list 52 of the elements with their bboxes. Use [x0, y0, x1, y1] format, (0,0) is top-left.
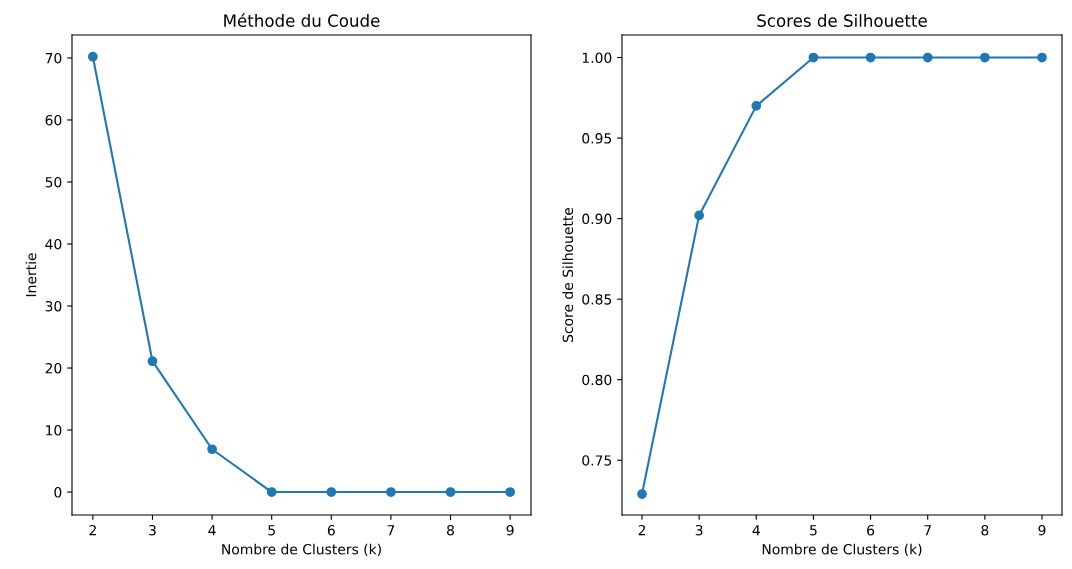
- y-axis-title: Score de Silhouette: [562, 207, 574, 342]
- point: [147, 356, 158, 367]
- point: [386, 487, 396, 497]
- x-tick-label: 6: [867, 524, 875, 536]
- y-tick-label: 1.00: [582, 52, 612, 64]
- y-tick-label: 0: [54, 487, 62, 498]
- x-tick-label: 2: [638, 524, 646, 536]
- y-tick-label: 70: [45, 52, 62, 64]
- x-tick-label: 2: [89, 524, 96, 536]
- point: [808, 52, 819, 63]
- x-tick-label: 9: [506, 524, 514, 536]
- y-tick-label: 0.95: [582, 133, 612, 144]
- point: [445, 487, 456, 497]
- y-axis-title: Inertie: [25, 253, 37, 297]
- x-tick-label: 7: [924, 525, 931, 536]
- x-axis-title: Nombre de Clusters (k): [222, 543, 381, 557]
- chart-title: Méthode du Coude: [224, 13, 380, 27]
- y-tick-label: 0.80: [582, 374, 612, 386]
- point: [266, 487, 277, 497]
- y-tick-label: 0.85: [582, 294, 612, 305]
- x-tick-label: 8: [981, 524, 989, 536]
- x-tick-label: 9: [1038, 524, 1046, 536]
- y-tick-label: 20: [45, 362, 62, 374]
- point: [505, 487, 515, 497]
- point: [922, 52, 933, 63]
- point: [637, 489, 647, 499]
- y-tick-label: 30: [45, 300, 62, 312]
- x-tick-label: 4: [752, 525, 760, 536]
- point: [751, 101, 762, 111]
- x-tick-label: 5: [268, 525, 275, 536]
- y-tick-label: 40: [45, 238, 62, 250]
- x-tick-label: 5: [810, 525, 817, 536]
- y-tick-label: 60: [45, 114, 62, 126]
- x-tick-label: 6: [327, 524, 335, 536]
- x-tick-label: 3: [149, 524, 156, 536]
- point: [1037, 52, 1047, 63]
- y-tick-label: 50: [45, 176, 62, 188]
- chart-title: Scores de Silhouette: [757, 14, 927, 27]
- point: [326, 487, 337, 497]
- y-tick-label: 0.75: [582, 455, 612, 466]
- y-tick-label: 10: [46, 425, 62, 436]
- point: [979, 52, 990, 63]
- x-tick-label: 4: [208, 525, 216, 536]
- point: [694, 210, 705, 221]
- x-tick-label: 3: [695, 524, 703, 536]
- point: [865, 52, 876, 63]
- y-tick-label: 0.90: [582, 213, 612, 225]
- point: [207, 444, 217, 455]
- point: [88, 51, 98, 62]
- x-axis-title: Nombre de Clusters (k): [762, 543, 922, 557]
- x-tick-label: 7: [387, 525, 395, 536]
- x-tick-label: 8: [447, 524, 454, 536]
